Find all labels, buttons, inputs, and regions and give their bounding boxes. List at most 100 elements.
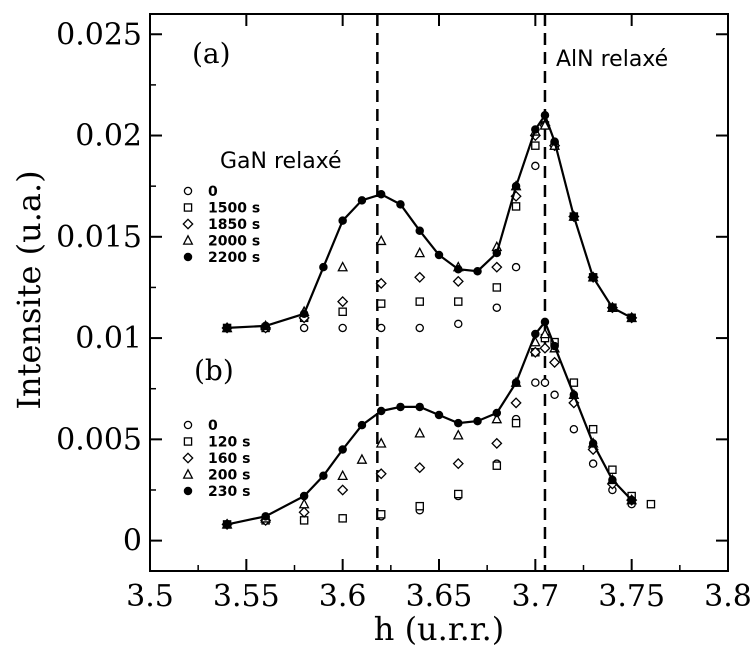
data-point [454, 418, 463, 428]
data-point [473, 416, 482, 426]
data-point [338, 514, 347, 523]
data-point [337, 469, 349, 481]
legend-marker [183, 203, 193, 212]
x-axis: 3.5 3.55 3.6 3.65 3.7 3.75 3.8 [126, 14, 752, 614]
panel-b-label: (b) [194, 354, 234, 387]
data-point [376, 510, 386, 519]
data-point [539, 342, 551, 354]
data-point [375, 437, 387, 448]
data-point [414, 462, 426, 474]
data-point [627, 495, 636, 505]
y-tick-label: 0.005 [56, 422, 142, 457]
data-point [261, 512, 270, 521]
data-point [396, 200, 405, 209]
y-axis-title: Intensite (u.a.) [10, 170, 48, 409]
data-point [608, 475, 617, 485]
data-point [549, 356, 561, 368]
data-point [550, 137, 559, 146]
legend-marker [183, 420, 193, 430]
data-point [492, 408, 502, 418]
data-point [588, 273, 598, 282]
data-point [454, 319, 463, 329]
data-point [415, 226, 424, 235]
data-point [222, 520, 232, 529]
legend-entry: 0 [208, 184, 218, 200]
data-point [608, 303, 617, 312]
legend-marker [183, 186, 193, 196]
data-point [415, 323, 424, 333]
legend-marker [183, 252, 193, 262]
data-point [376, 190, 386, 199]
data-point [531, 161, 540, 171]
data-point [337, 484, 349, 496]
data-point [531, 141, 540, 150]
x-tick-label: 3.65 [406, 579, 473, 614]
series-line [227, 112, 633, 329]
data-series [221, 111, 656, 531]
legend-marker [182, 234, 194, 245]
data-point [531, 378, 540, 387]
legend-marker [183, 437, 193, 446]
series-b-1 [222, 333, 656, 529]
data-point [608, 465, 617, 474]
data-point [492, 248, 502, 258]
data-point [511, 181, 521, 191]
panel-a-label: (a) [192, 37, 231, 70]
data-point [491, 261, 503, 273]
series-b-4 [222, 317, 636, 529]
x-tick-label: 3.8 [704, 579, 752, 614]
data-point [452, 458, 464, 470]
y-tick-label: 0.015 [56, 220, 142, 255]
data-point [540, 378, 550, 387]
x-tick-label: 3.7 [511, 579, 559, 614]
data-point [338, 307, 347, 316]
data-point [550, 390, 559, 400]
data-point [627, 313, 636, 323]
data-point [414, 246, 426, 258]
data-point [452, 275, 464, 287]
data-point [539, 327, 551, 339]
legend-entry: 0 [208, 418, 218, 434]
data-point [376, 299, 386, 308]
data-point [299, 491, 309, 501]
data-point [511, 378, 521, 387]
data-point [338, 323, 347, 333]
data-point [434, 410, 444, 420]
series-line [226, 319, 633, 526]
series-a-4 [222, 111, 636, 333]
data-point [356, 453, 368, 464]
data-point [319, 471, 328, 481]
data-point [337, 261, 349, 272]
data-point [298, 498, 310, 509]
data-point [261, 321, 270, 331]
data-point [473, 266, 482, 276]
data-point [337, 296, 349, 308]
data-point [491, 437, 503, 449]
data-point [569, 378, 579, 387]
data-point [531, 329, 540, 339]
y-tick-label: 0 [123, 524, 142, 559]
data-point [375, 277, 387, 289]
x-tick-label: 3.75 [598, 579, 665, 614]
data-point [491, 413, 503, 424]
data-point [415, 402, 424, 412]
data-point [588, 439, 598, 448]
data-point [539, 119, 551, 130]
data-point [531, 125, 540, 134]
data-point [396, 402, 405, 412]
data-point [569, 212, 579, 221]
legend-entry: 160 s [208, 451, 250, 467]
data-point [454, 297, 463, 306]
legend-entry: 120 s [208, 435, 250, 451]
legend-marker [182, 218, 194, 230]
x-tick-label: 3.55 [213, 579, 280, 614]
data-point [550, 341, 559, 351]
series-b-2 [221, 342, 638, 531]
data-point [588, 424, 598, 434]
data-point [415, 297, 424, 306]
data-point [319, 262, 328, 272]
data-point [454, 489, 463, 499]
data-point [299, 323, 309, 333]
legend-marker [183, 486, 193, 496]
